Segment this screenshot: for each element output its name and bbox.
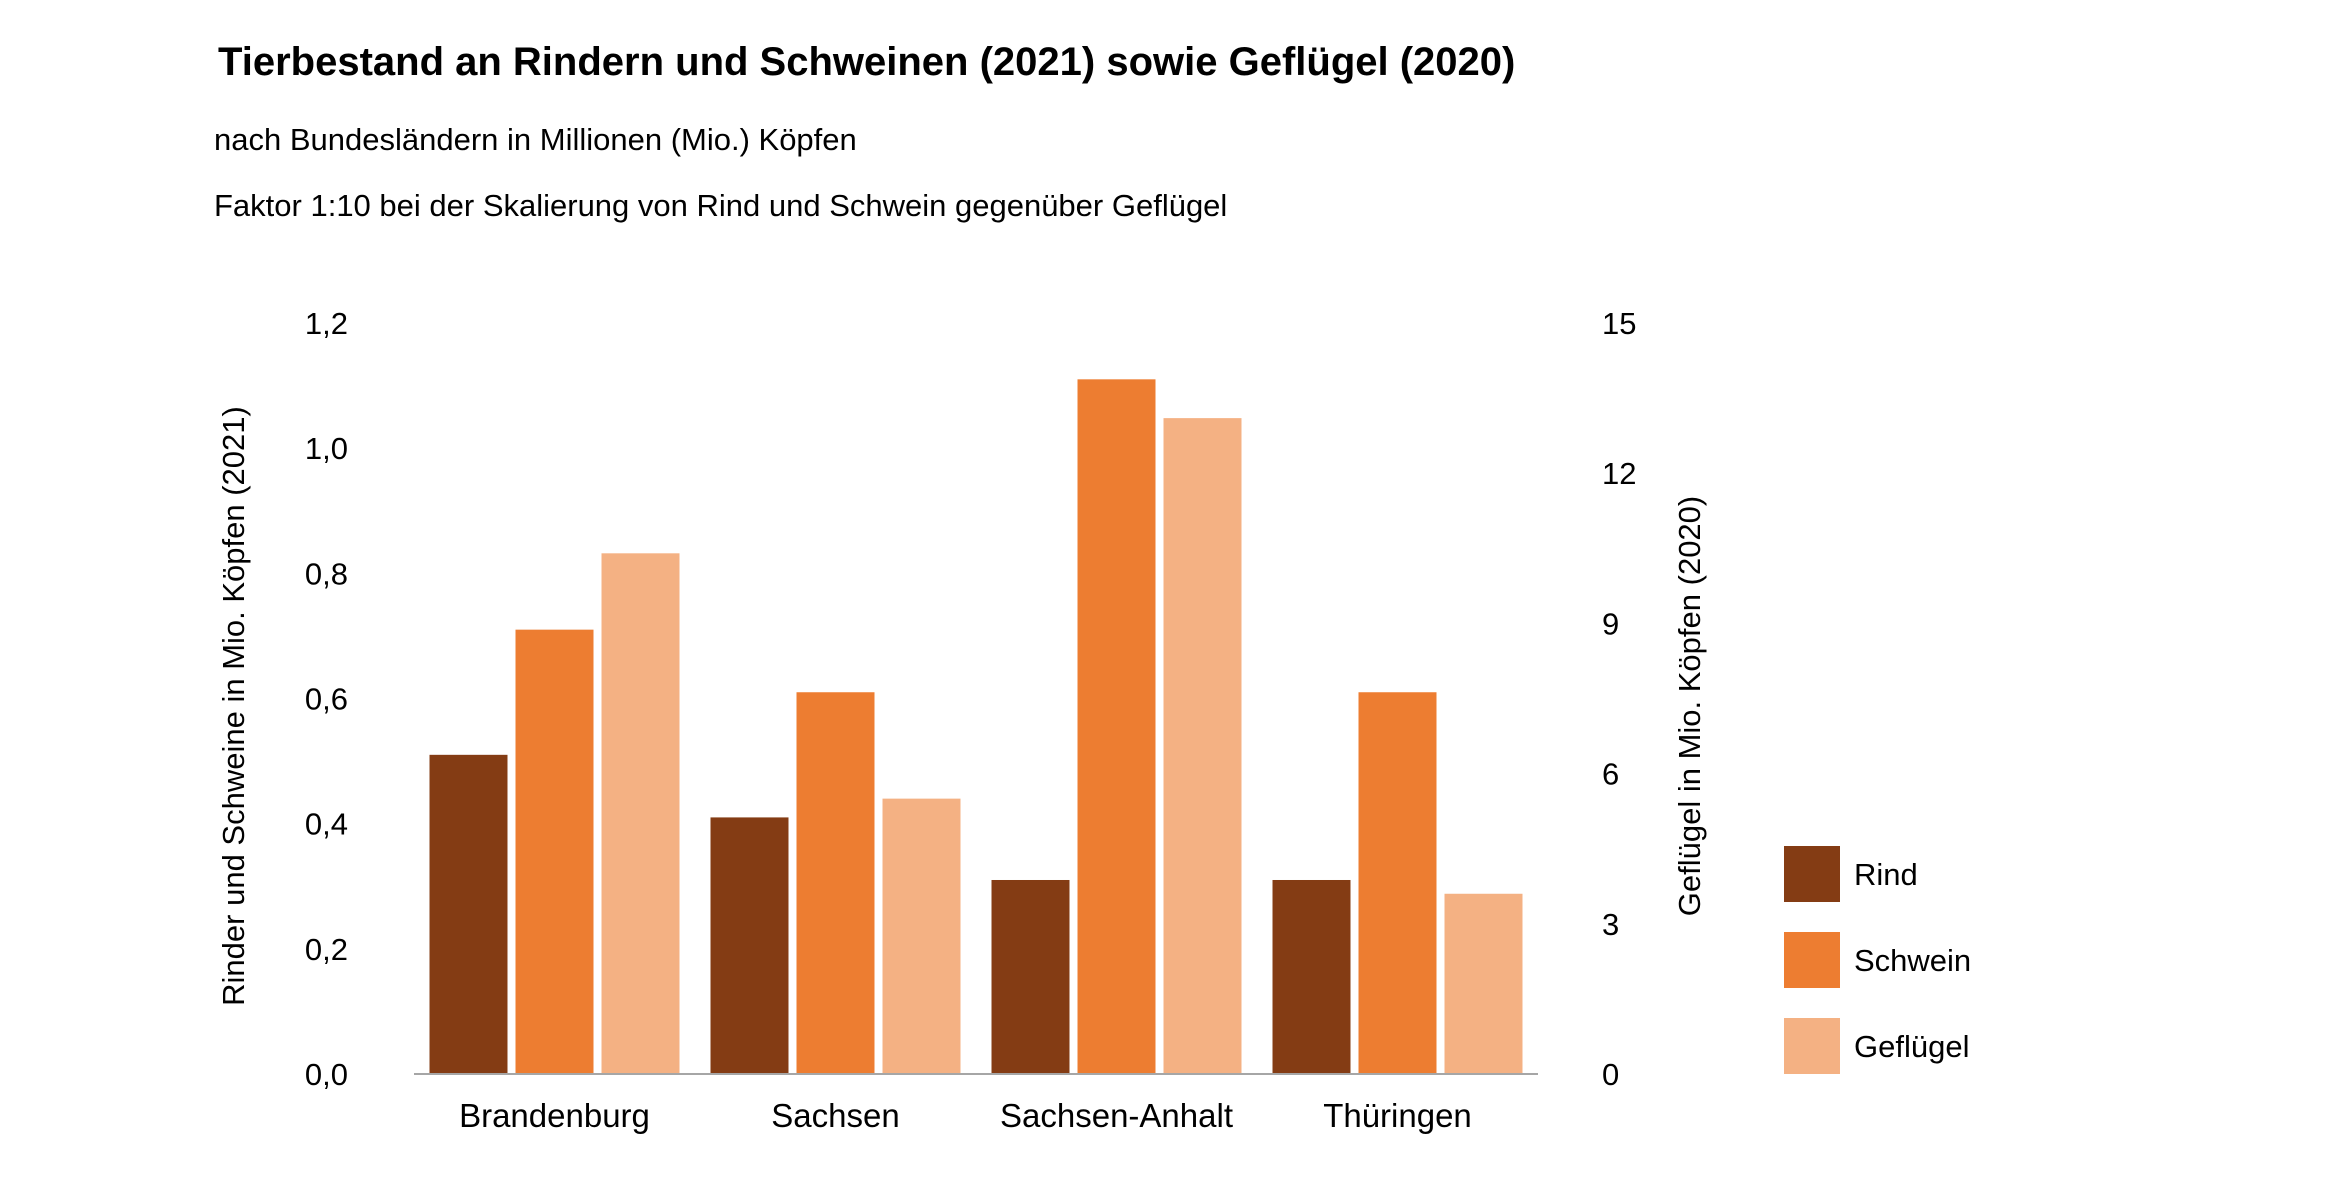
bar-schwein: [796, 692, 875, 1074]
legend-label-geflügel: Geflügel: [1854, 1029, 1969, 1064]
bar-geflügel: [601, 553, 680, 1074]
bar-schwein: [1358, 692, 1437, 1074]
bar-rind: [429, 754, 508, 1074]
y-tick-label-left: 1,0: [305, 431, 348, 466]
y-tick-label-left: 0,6: [305, 682, 348, 717]
y-tick-label-left: 0,8: [305, 556, 348, 591]
legend-swatch-rind: [1784, 846, 1840, 902]
y-tick-label-right: 9: [1602, 606, 1619, 641]
bar-geflügel: [1163, 418, 1242, 1074]
chart-scale-note: Faktor 1:10 bei der Skalierung von Rind …: [214, 188, 1228, 223]
y-tick-label-right: 3: [1602, 907, 1619, 942]
y-tick-label-left: 0,0: [305, 1057, 348, 1092]
x-tick-label: Sachsen: [771, 1097, 899, 1134]
y-tick-label-right: 0: [1602, 1057, 1619, 1092]
bar-rind: [1272, 879, 1351, 1074]
legend-label-rind: Rind: [1854, 857, 1918, 892]
bar-schwein: [1077, 379, 1156, 1074]
y-axis-label-right: Geflügel in Mio. Köpfen (2020): [1672, 496, 1707, 916]
legend-label-schwein: Schwein: [1854, 943, 1971, 978]
x-tick-label: Sachsen-Anhalt: [1000, 1097, 1233, 1134]
y-tick-label-right: 6: [1602, 757, 1619, 792]
y-axis-label-left: Rinder und Schweine in Mio. Köpfen (2021…: [216, 406, 251, 1006]
bar-rind: [710, 817, 789, 1074]
y-tick-label-left: 0,2: [305, 932, 348, 967]
chart-subtitle: nach Bundesländern in Millionen (Mio.) K…: [214, 122, 857, 157]
y-tick-label-left: 0,4: [305, 807, 348, 842]
y-tick-label-left: 1,2: [305, 306, 348, 341]
chart-title: Tierbestand an Rindern und Schweinen (20…: [218, 40, 1516, 84]
x-tick-label: Thüringen: [1323, 1097, 1472, 1134]
bar-rind: [991, 879, 1070, 1074]
x-tick-label: Brandenburg: [459, 1097, 650, 1134]
y-tick-label-right: 15: [1602, 306, 1636, 341]
legend-swatch-geflügel: [1784, 1018, 1840, 1074]
bar-geflügel: [1444, 893, 1523, 1074]
y-tick-label-right: 12: [1602, 456, 1636, 491]
bar-geflügel: [882, 798, 961, 1074]
bar-schwein: [515, 629, 594, 1074]
legend-swatch-schwein: [1784, 932, 1840, 988]
